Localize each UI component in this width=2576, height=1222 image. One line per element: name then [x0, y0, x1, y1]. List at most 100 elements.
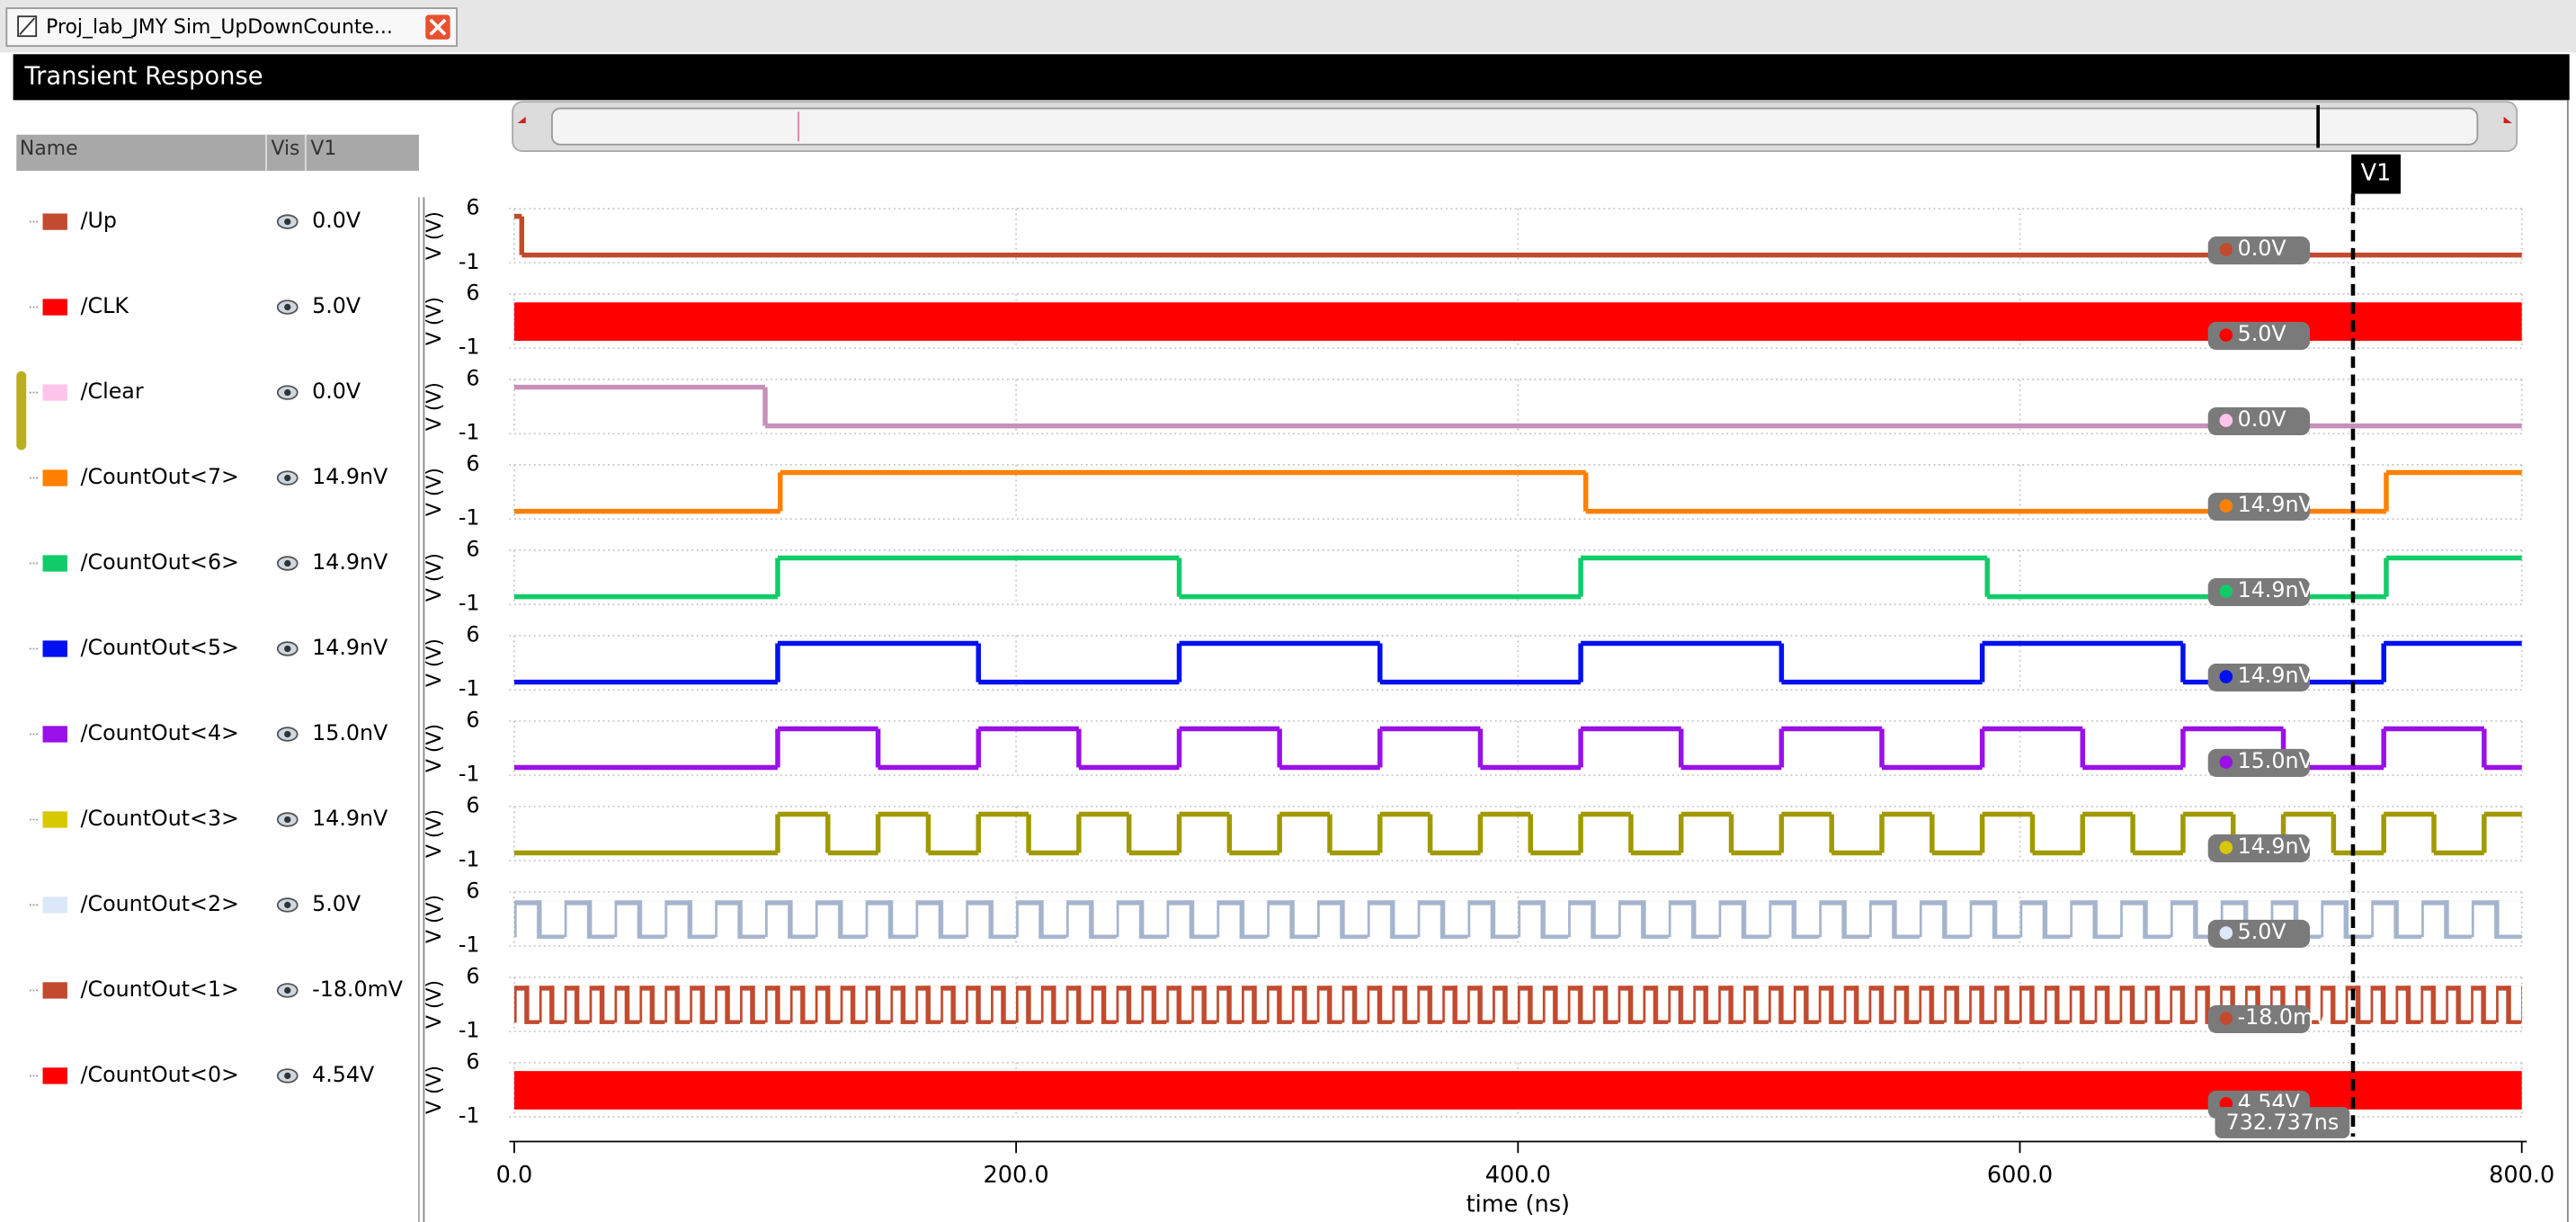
y-tick-label: -1 [459, 420, 480, 445]
marker-value: 14.9nV [2238, 663, 2314, 688]
marker-box [2207, 663, 2310, 692]
plot: 0.0 200.0 400.0 600.0 800.0/Up 0.0V V (V) 6 -1 0.… [29, 194, 2554, 1189]
y-axis-label: V (V) [423, 468, 446, 516]
scroll-thumb[interactable] [551, 107, 2479, 146]
y-axis-label: V (V) [423, 980, 446, 1029]
y-tick-label: -1 [459, 505, 480, 531]
table-header [16, 134, 419, 171]
y-tick-label: -1 [459, 676, 480, 701]
signal-swatch [42, 299, 67, 316]
y-tick-label: 6 [466, 621, 479, 647]
marker-value: 0.0V [2238, 406, 2287, 432]
marker-dot [2219, 841, 2233, 854]
y-axis-label: V (V) [423, 382, 446, 431]
visibility-pupil [284, 816, 291, 824]
cursor-value: 4.54V [312, 1062, 375, 1087]
marker-dot [2219, 1012, 2233, 1025]
panel-title: Transient Response [23, 62, 263, 90]
marker-value: 14.9nV [2238, 834, 2314, 859]
visibility-pupil [284, 218, 291, 226]
toggle-band [513, 986, 2522, 1024]
y-tick-label: -1 [459, 334, 480, 360]
header-v1[interactable]: V1 [310, 138, 336, 160]
signal-name[interactable]: /CountOut<5> [81, 635, 239, 660]
visibility-pupil [284, 559, 291, 567]
x-tick-label: 400.0 [1485, 1162, 1551, 1189]
signal-swatch [42, 469, 67, 486]
y-tick-label: -1 [459, 591, 480, 616]
cursor-value: 14.9nV [312, 464, 388, 489]
marker-box [2207, 1004, 2310, 1033]
marker-dot [2219, 414, 2233, 427]
y-axis-label: V (V) [423, 1066, 446, 1114]
header-vis[interactable]: Vis [271, 138, 299, 160]
cursor-value: 14.9nV [312, 549, 388, 575]
marker-dot [2219, 243, 2233, 256]
y-axis-label: V (V) [423, 724, 446, 772]
row-selector[interactable] [16, 370, 27, 450]
x-tick-label: 600.0 [1987, 1162, 2053, 1189]
x-axis-label: time (ns) [1466, 1191, 1570, 1218]
tab-close-x [429, 18, 447, 36]
y-axis-label: V (V) [423, 638, 446, 687]
signal-name[interactable]: /CLK [81, 293, 130, 318]
y-tick-label: 6 [466, 792, 479, 817]
signal-swatch [42, 213, 67, 230]
y-tick-label: 6 [466, 280, 479, 305]
panel-body [13, 100, 2570, 1222]
signal-swatch [42, 1067, 67, 1084]
y-tick-label: 6 [466, 536, 479, 561]
marker-box [2207, 322, 2310, 351]
visibility-pupil [284, 303, 291, 311]
signal-swatch [42, 982, 67, 999]
header-name[interactable]: Name [20, 138, 78, 160]
signal-name[interactable]: /CountOut<4> [81, 720, 239, 745]
signal-name[interactable]: /CountOut<0> [81, 1062, 239, 1087]
y-axis-label: V (V) [423, 895, 446, 943]
marker-value: 0.0V [2238, 236, 2287, 261]
toggle-band [513, 1071, 2522, 1110]
cursor: V1 732.737ns [2215, 154, 2401, 1138]
marker-dot [2219, 755, 2233, 769]
marker-value: -18.0mV [2238, 1004, 2330, 1030]
y-tick-label: 6 [466, 194, 479, 219]
signal-swatch [42, 896, 67, 914]
visibility-pupil [284, 901, 291, 909]
y-axis-label: V (V) [423, 809, 446, 858]
cursor-value: 5.0V [312, 293, 361, 318]
marker-box [2207, 834, 2310, 862]
tab[interactable] [5, 7, 458, 48]
y-tick-label: 6 [466, 450, 479, 476]
signal-name[interactable]: /CountOut<3> [81, 806, 239, 831]
signal-swatch [42, 555, 67, 572]
y-tick-label: 6 [466, 1048, 479, 1074]
visibility-pupil [284, 730, 291, 738]
tab-title: Proj_lab_JMY Sim_UpDownCounte... [46, 16, 393, 39]
y-tick-label: -1 [459, 847, 480, 872]
signal-swatch [42, 384, 67, 401]
x-tick-label: 200.0 [984, 1162, 1049, 1189]
marker-box [2207, 492, 2310, 522]
y-tick-label: 6 [466, 963, 479, 988]
marker-box [2207, 236, 2310, 265]
y-tick-label: -1 [459, 1103, 480, 1128]
x-tick-label: 800.0 [2489, 1162, 2554, 1189]
marker-box [2207, 919, 2310, 948]
cursor-tag[interactable] [2351, 154, 2401, 194]
title-bar [13, 54, 2570, 101]
signal-name[interactable]: /CountOut<6> [81, 549, 239, 575]
signal-name[interactable]: /CountOut<2> [81, 891, 239, 916]
signal-name[interactable]: /Up [81, 208, 117, 233]
y-axis-label: V (V) [423, 553, 446, 602]
toggle-band [513, 900, 2522, 939]
y-axis-label: V (V) [423, 297, 446, 345]
signal-name[interactable]: /CountOut<7> [81, 464, 239, 489]
marker-value: 14.9nV [2238, 577, 2314, 602]
cursor-name: V1 [2361, 160, 2392, 187]
marker-dot [2219, 670, 2233, 683]
signal-name[interactable]: /CountOut<1> [81, 977, 239, 1002]
marker-value: 5.0V [2238, 919, 2287, 944]
marker-box [2207, 577, 2310, 607]
signal-name[interactable]: /Clear [81, 379, 144, 404]
